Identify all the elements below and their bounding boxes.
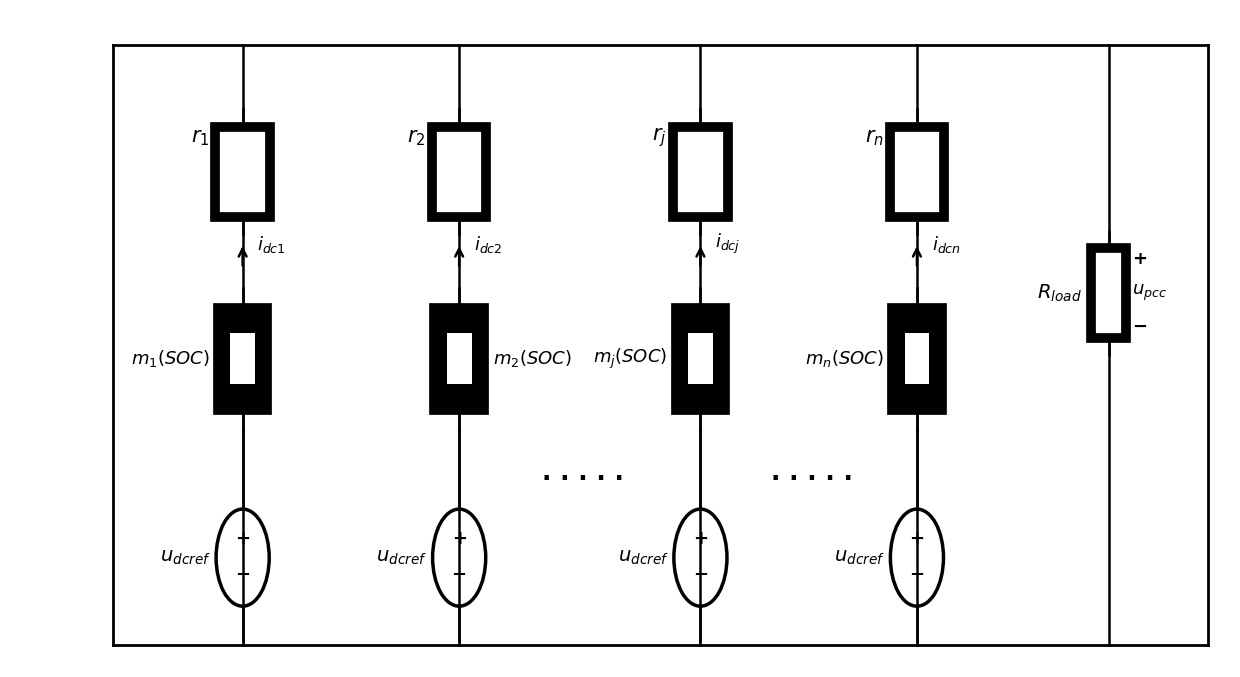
Text: −: − (909, 565, 925, 584)
Text: $u_{dcref}$: $u_{dcref}$ (160, 548, 211, 567)
Polygon shape (893, 308, 941, 410)
Text: +: + (909, 530, 925, 548)
Text: +: + (236, 530, 250, 548)
Polygon shape (676, 308, 725, 410)
Text: $m_j(SOC)$: $m_j(SOC)$ (593, 347, 667, 371)
Text: $u_{dcref}$: $u_{dcref}$ (618, 548, 668, 567)
Text: $r_2$: $r_2$ (407, 128, 425, 148)
Text: $i_{dcn}$: $i_{dcn}$ (931, 234, 961, 255)
Polygon shape (216, 127, 270, 217)
Polygon shape (890, 127, 944, 217)
Text: $u_{dcref}$: $u_{dcref}$ (835, 548, 885, 567)
Polygon shape (432, 127, 486, 217)
Text: $m_n(SOC)$: $m_n(SOC)$ (805, 348, 884, 369)
Text: +: + (451, 530, 466, 548)
Text: $i_{dc1}$: $i_{dc1}$ (258, 234, 286, 255)
Text: $R_{load}$: $R_{load}$ (1037, 282, 1081, 304)
Text: $r_n$: $r_n$ (864, 128, 884, 148)
Text: $u_{pcc}$: $u_{pcc}$ (1132, 283, 1167, 303)
Polygon shape (231, 333, 255, 385)
Text: $i_{dcj}$: $i_{dcj}$ (715, 232, 740, 256)
Text: $r_1$: $r_1$ (191, 128, 210, 148)
Polygon shape (904, 333, 929, 385)
Text: +: + (693, 530, 708, 548)
Text: . . . . .: . . . . . (542, 461, 624, 485)
Text: $m_2(SOC)$: $m_2(SOC)$ (492, 348, 572, 369)
Text: −: − (1132, 318, 1147, 336)
Text: $u_{dcref}$: $u_{dcref}$ (377, 548, 428, 567)
Text: −: − (236, 565, 250, 584)
Polygon shape (218, 308, 268, 410)
Text: +: + (1132, 250, 1147, 268)
Polygon shape (446, 333, 471, 385)
Polygon shape (434, 308, 484, 410)
Text: $i_{dc2}$: $i_{dc2}$ (474, 234, 502, 255)
Polygon shape (673, 127, 728, 217)
Text: $m_1(SOC)$: $m_1(SOC)$ (130, 348, 210, 369)
Text: −: − (451, 565, 466, 584)
Text: −: − (693, 565, 708, 584)
Text: . . . . .: . . . . . (771, 461, 853, 485)
Polygon shape (1091, 248, 1126, 338)
Polygon shape (688, 333, 713, 385)
Text: $r_j$: $r_j$ (652, 127, 667, 150)
